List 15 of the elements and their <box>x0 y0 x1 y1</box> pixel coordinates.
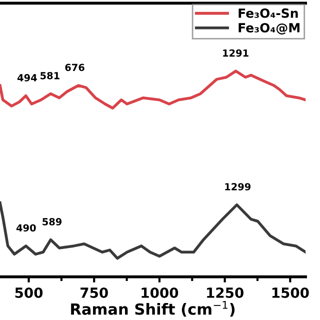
annotation: 676 <box>65 64 84 72</box>
x-axis-title: Raman Shift (cm$^{−1}$) <box>71 301 235 317</box>
x-tick-label: 1500 <box>272 287 309 298</box>
x-tick-label: 1000 <box>142 287 178 298</box>
legend-label: Fe₃O₄@M <box>238 23 300 34</box>
x-tick-label: 1250 <box>207 287 244 298</box>
annotation: 1299 <box>225 183 251 190</box>
legend-label: Fe₃O₄-Sn <box>238 8 298 18</box>
annotation: 581 <box>40 72 60 80</box>
x-tick-label: 500 <box>15 287 43 298</box>
x-tick-label: 750 <box>80 287 108 298</box>
annotation: 494 <box>17 74 37 82</box>
annotation: 1291 <box>223 49 248 57</box>
annotation: 490 <box>16 224 36 232</box>
annotation: 589 <box>42 218 62 226</box>
